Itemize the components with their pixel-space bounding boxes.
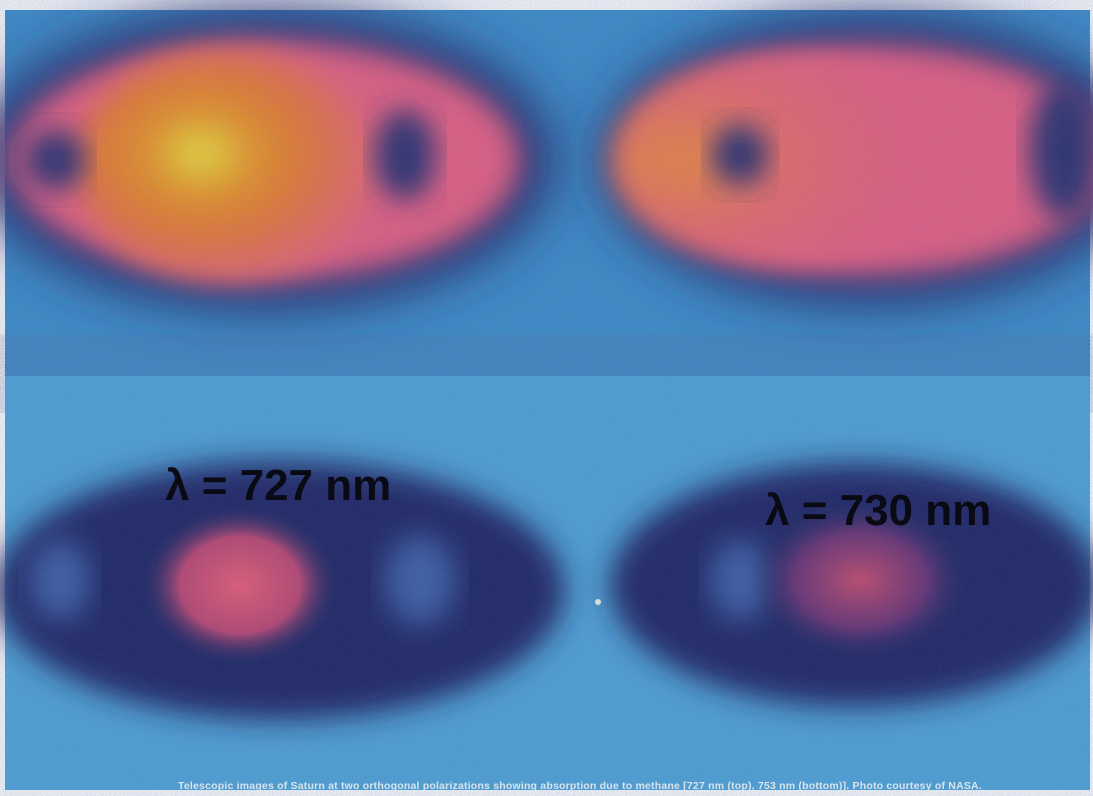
caption: Telescopic images of Saturn at two ortho… bbox=[178, 780, 982, 792]
wavelength-label: λ = 730 nm bbox=[765, 486, 991, 535]
photo: λ = 727 nm λ = 730 nm Telescopic images … bbox=[0, 0, 1093, 796]
top-panel bbox=[0, 10, 1093, 376]
bottom-panel bbox=[0, 376, 1093, 790]
wavelength-label: λ = 727 nm bbox=[165, 461, 391, 510]
